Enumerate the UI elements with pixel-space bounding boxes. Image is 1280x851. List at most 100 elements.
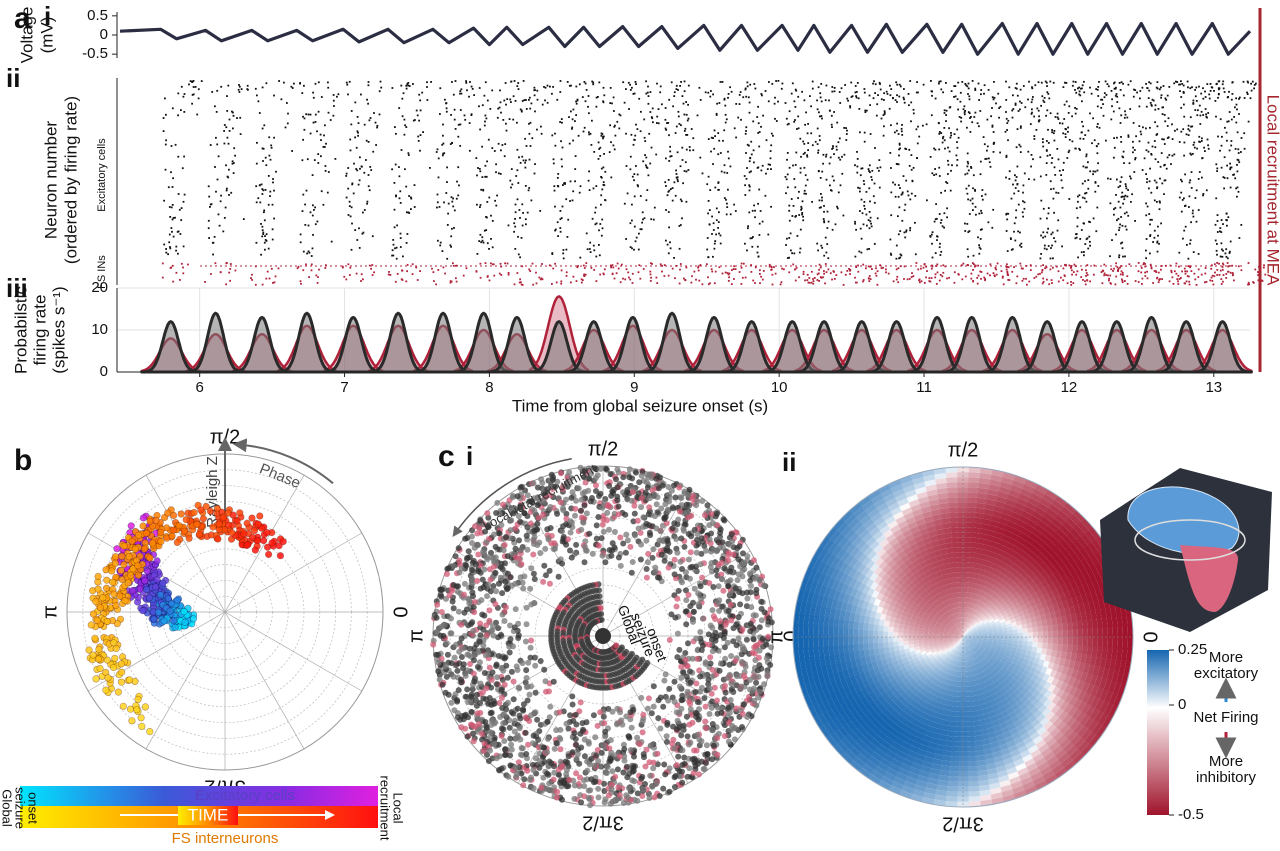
spike	[1100, 106, 1103, 109]
spike	[1079, 206, 1082, 209]
spike	[1145, 257, 1147, 260]
spike	[904, 147, 907, 150]
spike	[912, 167, 915, 169]
point	[753, 679, 760, 686]
spike	[645, 92, 648, 95]
spike	[840, 271, 843, 274]
spike	[1132, 151, 1134, 154]
spike	[1071, 273, 1073, 276]
spike	[256, 141, 258, 144]
spike	[788, 209, 791, 212]
spike	[897, 133, 900, 135]
spike	[1052, 266, 1054, 269]
spike	[802, 273, 805, 275]
spike	[575, 114, 577, 116]
spike	[446, 181, 448, 183]
spike	[269, 158, 272, 161]
spike	[588, 170, 590, 173]
spike	[1089, 170, 1092, 173]
spike	[271, 238, 274, 241]
spike	[963, 113, 966, 116]
spike	[286, 102, 288, 104]
spike	[486, 99, 489, 102]
spike	[1192, 144, 1195, 146]
spike	[1087, 161, 1089, 164]
spike	[713, 247, 716, 250]
spike	[611, 273, 614, 276]
spike	[935, 173, 938, 176]
spike	[562, 257, 565, 260]
spike	[868, 277, 870, 280]
spike	[967, 87, 970, 90]
spike	[445, 102, 448, 104]
spike	[750, 271, 753, 273]
spike	[1124, 194, 1127, 197]
spike	[882, 134, 885, 137]
spike	[1136, 91, 1138, 94]
spike	[1145, 202, 1147, 205]
polar-spoke	[224, 611, 305, 750]
spike	[163, 243, 166, 246]
spike	[273, 189, 275, 192]
spike	[1183, 197, 1185, 200]
spike	[1124, 113, 1127, 116]
spike	[399, 202, 402, 204]
spike	[1197, 276, 1200, 278]
spike	[1218, 262, 1220, 265]
spike	[513, 230, 515, 233]
spike	[758, 145, 761, 148]
spike	[521, 224, 524, 227]
point	[91, 634, 99, 642]
spike	[354, 136, 356, 139]
spike	[901, 191, 904, 194]
spike	[487, 138, 490, 141]
spike	[914, 253, 917, 256]
spike	[177, 114, 179, 117]
spike	[1100, 271, 1103, 273]
spike	[1033, 115, 1035, 118]
spike	[603, 94, 606, 97]
point	[637, 556, 644, 563]
spike	[1039, 257, 1042, 260]
spike	[393, 226, 396, 229]
spike	[180, 85, 183, 88]
spike	[306, 158, 309, 161]
spike	[657, 108, 660, 110]
spike	[1023, 207, 1026, 210]
spike	[1042, 264, 1044, 266]
spike	[1178, 196, 1181, 199]
point	[118, 552, 126, 561]
spike	[540, 132, 543, 135]
spike	[302, 115, 304, 118]
spike	[1228, 111, 1231, 113]
spike	[1107, 274, 1109, 277]
spike	[990, 115, 992, 118]
spike	[822, 218, 825, 220]
spike	[1041, 282, 1044, 285]
spike	[792, 263, 795, 266]
spike	[1120, 270, 1123, 273]
spike	[758, 234, 761, 236]
spike	[851, 95, 854, 98]
spike	[439, 241, 442, 244]
spike	[177, 92, 180, 95]
point	[129, 586, 137, 595]
spike	[1221, 268, 1224, 271]
spike	[1005, 212, 1008, 215]
spike	[738, 271, 741, 273]
spike	[798, 214, 801, 216]
spike	[742, 262, 745, 265]
spike	[1084, 283, 1087, 286]
point	[167, 599, 176, 608]
spike	[1010, 238, 1012, 240]
spike	[788, 166, 791, 169]
spike	[1214, 271, 1216, 274]
spike	[1103, 274, 1106, 277]
spike	[1159, 278, 1161, 280]
spike	[1080, 87, 1082, 90]
spike	[554, 262, 556, 265]
spike	[572, 108, 575, 111]
spike	[589, 241, 592, 244]
spike	[1134, 158, 1136, 161]
spike	[627, 271, 630, 274]
